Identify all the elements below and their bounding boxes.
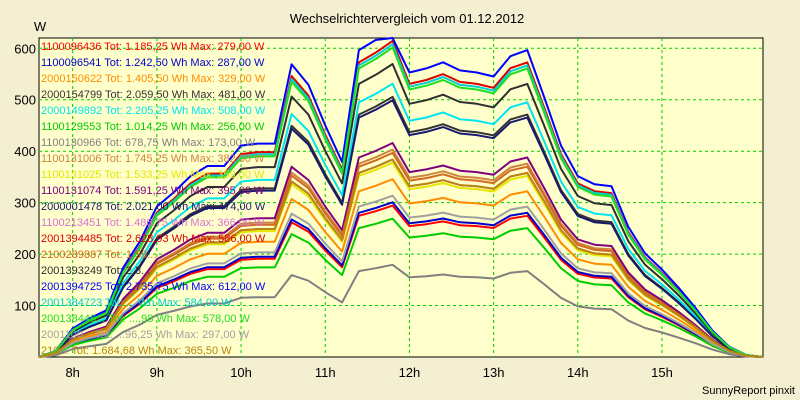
- legend-entry: 2001394725 Tot: 2.735,75 Wh Max: 612,00 …: [41, 281, 266, 293]
- chart-title: Wechselrichtervergleich vom 01.12.2012: [290, 11, 525, 26]
- series-line: [38, 63, 764, 358]
- legend-entry: 2000154799 Tot: 2.059,50 Wh Max: 481,00 …: [41, 89, 266, 101]
- legend-entry: 210... Tot: 1.684,68 Wh Max: 365,50 W: [41, 345, 232, 357]
- series-line: [38, 158, 764, 358]
- y-tick-label: 400: [14, 144, 36, 159]
- legend-entry: 1100131006 Tot: 1.745,25 Wh Max: 382,00 …: [41, 153, 265, 165]
- series-line: [38, 201, 764, 358]
- y-tick-label: 500: [14, 93, 36, 108]
- legend-entry: 2100289887 Tot: 1.59...: [41, 249, 156, 261]
- legend-entry: 200138446... Tot: ...,98 Wh Max: 578,00 …: [41, 313, 251, 325]
- x-tick-label: 12h: [399, 365, 421, 380]
- legend-entry: 2001393249 Tot: 2.3...: [41, 265, 150, 277]
- legend-entry: 1100213451 Tot: 1.486,75 Wh Max: 366,00 …: [41, 217, 265, 229]
- y-tick-label: 200: [14, 247, 36, 262]
- y-axis-label: W: [34, 19, 47, 34]
- y-tick-label: 300: [14, 196, 36, 211]
- legend-entry: 2000149892 Tot: 2.205,25 Wh Max: 508,00 …: [41, 105, 266, 117]
- legend-entry: 2001100... Tot: ...96,25 Wh Max: 297,00 …: [41, 329, 250, 341]
- x-tick-label: 9h: [150, 365, 164, 380]
- legend-entry: 1100129553 Tot: 1.014,25 Wh Max: 256,00 …: [41, 121, 265, 133]
- y-tick-label: 600: [14, 41, 36, 56]
- series-line: [38, 217, 764, 358]
- footer-label: SunnyReport pinxit: [702, 385, 795, 397]
- legend-entry: 1100131074 Tot: 1.591,25 Wh Max: 395,00 …: [41, 185, 265, 197]
- legend-entry: 2001394485 Tot: 2.628,93 Wh Max: 586,00 …: [41, 233, 266, 245]
- series-line: [38, 46, 764, 358]
- legend-entry: 1100130966 Tot: 678,75 Wh Max: 173,00 W: [41, 137, 256, 149]
- series-line: [38, 151, 764, 358]
- y-tick-label: 100: [14, 299, 36, 314]
- x-tick-label: 10h: [230, 365, 252, 380]
- series-line: [38, 82, 764, 358]
- legend-entry: 1100096436 Tot: 1.185,25 Wh Max: 279,00 …: [41, 41, 265, 53]
- series-line: [38, 263, 764, 358]
- series-line: [38, 99, 764, 358]
- series-line: [38, 37, 764, 358]
- series-line: [38, 178, 764, 358]
- legend-entry: 2001384723 Tot: ... Wh Max: 584,00 W: [41, 297, 232, 309]
- x-tick-label: 15h: [651, 365, 673, 380]
- x-tick-label: 11h: [315, 365, 336, 380]
- legend-entry: 2000150622 Tot: 1.405,50 Wh Max: 329,00 …: [41, 73, 266, 85]
- legend-entry: 2000001478 Tot: 2.021,00 Wh Max: 474,00 …: [41, 201, 266, 213]
- x-tick-label: 13h: [483, 365, 505, 380]
- series-line: [38, 194, 764, 358]
- x-tick-label: 8h: [65, 365, 79, 380]
- series-line: [38, 142, 764, 358]
- legend-entry: 1100131025 Tot: 1.533,25 Wh Max: 359,00 …: [41, 169, 265, 181]
- x-tick-label: 14h: [567, 365, 589, 380]
- plot-area: 100 200 300 400 500 600 8h 9h 10h 11h 12h 13h 14h 15h…: [14, 37, 764, 380]
- legend-entry: 1100096541 Tot: 1.242,50 Wh Max: 287,00 …: [41, 57, 265, 69]
